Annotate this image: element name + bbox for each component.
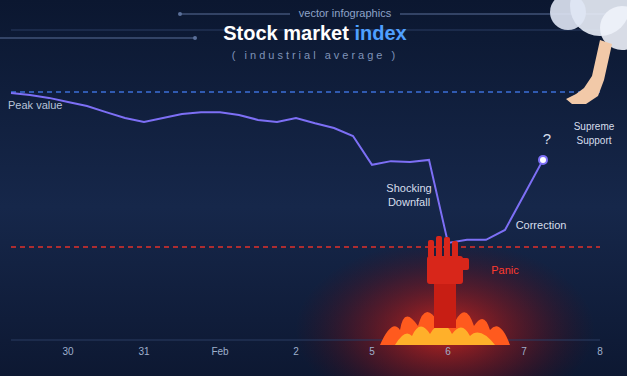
html-text:Supreme Support: Supreme Support xyxy=(573,121,615,146)
svg-text:30: 30 xyxy=(62,346,74,357)
svg-text:Peak value: Peak value xyxy=(8,99,62,111)
svg-text:7: 7 xyxy=(521,346,527,357)
html-text:Correction: Correction xyxy=(515,219,567,231)
html-text:vector infographics: vector infographics xyxy=(298,7,392,19)
svg-text:5: 5 xyxy=(369,346,375,357)
html-text:Panic: Panic xyxy=(491,264,519,276)
svg-text:6: 6 xyxy=(445,346,451,357)
svg-text:8: 8 xyxy=(597,346,603,357)
svg-text:2: 2 xyxy=(293,346,299,357)
html-text:( industrial average ): ( industrial average ) xyxy=(231,49,399,61)
svg-text:Feb: Feb xyxy=(211,346,229,357)
html-text:Shocking Downfall: Shocking Downfall xyxy=(386,182,432,208)
html-text:Stock market index: Stock market index xyxy=(223,22,407,44)
svg-text:31: 31 xyxy=(138,346,150,357)
